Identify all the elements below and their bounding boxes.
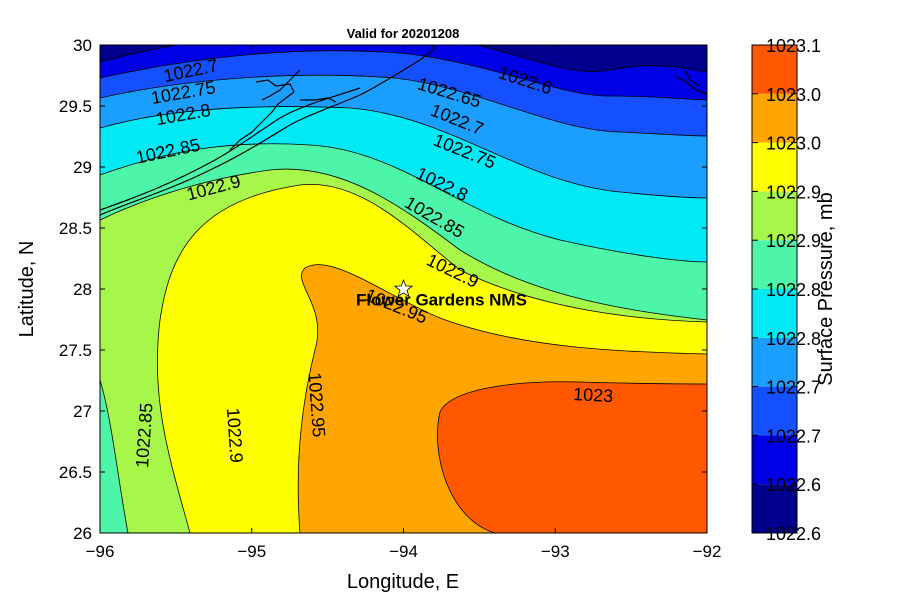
coastline-segment [419, 45, 437, 61]
colorbar-tick-label: 1022.8 [766, 280, 821, 300]
y-tick-label: 28.5 [59, 219, 92, 238]
colorbar-tick-label: 1022.7 [766, 426, 821, 446]
y-tick-label: 27 [73, 402, 92, 421]
colorbar-segment [752, 142, 797, 192]
colorbar-tick-label: 1023.0 [766, 85, 821, 105]
colorbar-segment [752, 240, 797, 289]
contour-label: 1022.95 [304, 372, 328, 438]
x-axis-label: Longitude, E [347, 571, 459, 593]
colorbar-tick-label: 1022.9 [766, 182, 821, 202]
coastline [100, 45, 707, 216]
contour-label: 1022.9 [223, 407, 247, 463]
colorbar-segment [752, 337, 797, 387]
colorbar-tick-label: 1022.6 [766, 475, 821, 495]
coastline-segment [229, 79, 295, 151]
coastline-segment [261, 69, 301, 101]
colorbar-segment [752, 484, 797, 533]
x-tick-label: −96 [86, 542, 115, 561]
coastline-segment [100, 87, 361, 211]
contour-band [437, 381, 707, 533]
x-tick-label: −92 [693, 542, 722, 561]
y-tick-label: 26.5 [59, 463, 92, 482]
colorbar-segment [752, 386, 797, 436]
y-tick-label: 26 [73, 524, 92, 543]
colorbar-tick-label: 1022.7 [766, 378, 821, 398]
x-tick-label: −94 [389, 542, 418, 561]
y-tick-label: 30 [73, 36, 92, 55]
site-markers: Flower Gardens NMS [356, 278, 527, 310]
site-label: Flower Gardens NMS [356, 291, 527, 310]
colorbar-tick-label: 1022.8 [766, 329, 821, 349]
colorbar-segment [752, 435, 797, 485]
x-tick-label: −95 [237, 542, 266, 561]
contour-label: 1023 [573, 384, 614, 406]
y-tick-label: 27.5 [59, 341, 92, 360]
colorbar-tick-label: 1023.0 [766, 134, 821, 154]
colorbar-tick-label: 1023.1 [766, 36, 821, 56]
colorbar: 1023.1 1023.0 1023.0 1022.9 1022.9 1022.8 1022… [751, 36, 821, 544]
chart-title: Valid for 20201208 [347, 26, 460, 41]
star-icon [393, 278, 414, 298]
colorbar-segment [752, 289, 797, 338]
colorbar-segment [752, 191, 797, 241]
colorbar-tick-label: 1022.6 [766, 524, 821, 544]
y-tick-label: 29 [73, 158, 92, 177]
coastline-segment [100, 59, 421, 216]
x-axis: −96 −95 −94 −93 −92 [86, 45, 722, 561]
coastline-segment [675, 75, 707, 95]
colorbar-label: Surface Pressure, mb [815, 192, 837, 385]
coastline-segment [300, 97, 337, 103]
contour-fills [100, 45, 707, 533]
colorbar-segment [752, 45, 797, 94]
y-axis: 26 26.5 27 27.5 28 28.5 29 29.5 30 [59, 36, 707, 543]
x-tick-label: −93 [541, 542, 570, 561]
colorbar-segment [752, 93, 797, 143]
contour-label: 1022.85 [132, 402, 156, 468]
y-tick-label: 28 [73, 280, 92, 299]
coastline-segment [684, 69, 701, 87]
y-tick-label: 29.5 [59, 97, 92, 116]
colorbar-tick-label: 1022.9 [766, 231, 821, 251]
y-axis-label: Latitude, N [16, 241, 38, 338]
